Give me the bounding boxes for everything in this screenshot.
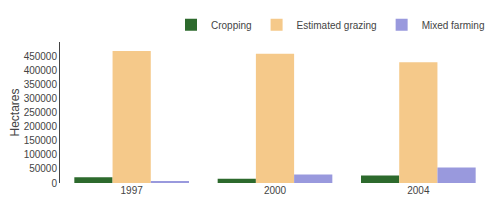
- svg-text:2004: 2004: [407, 185, 430, 196]
- svg-text:400000: 400000: [24, 65, 58, 76]
- svg-text:350000: 350000: [24, 79, 58, 90]
- svg-text:Cropping: Cropping: [211, 20, 252, 31]
- svg-text:50000: 50000: [29, 163, 57, 174]
- svg-text:Hectares: Hectares: [8, 88, 22, 136]
- svg-text:Estimated grazing: Estimated grazing: [297, 20, 377, 31]
- svg-text:100000: 100000: [24, 149, 58, 160]
- svg-text:1997: 1997: [121, 185, 144, 196]
- svg-text:300000: 300000: [24, 93, 58, 104]
- svg-text:150000: 150000: [24, 135, 58, 146]
- svg-text:0: 0: [51, 178, 57, 189]
- svg-text:250000: 250000: [24, 107, 58, 118]
- svg-text:200000: 200000: [24, 121, 58, 132]
- svg-text:Mixed farming: Mixed farming: [422, 20, 485, 31]
- svg-text:450000: 450000: [24, 51, 58, 62]
- svg-text:2000: 2000: [264, 185, 287, 196]
